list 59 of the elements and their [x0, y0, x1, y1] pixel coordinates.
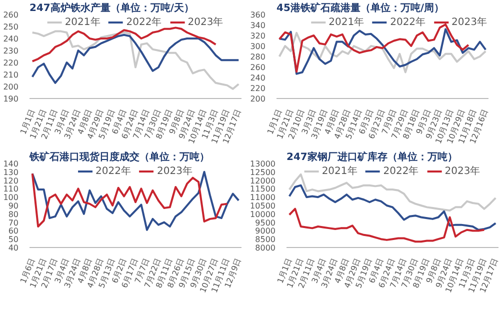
legend-label: 2023年 — [452, 16, 487, 29]
y-tick-label: 320 — [250, 32, 266, 40]
chart-title: 铁矿石港口现货日度成交（单位：万吨） — [28, 151, 210, 163]
legend-label: 2022年 — [126, 16, 162, 29]
y-tick-label: 50 — [8, 235, 19, 244]
y-tick-label: 11500 — [250, 184, 276, 194]
y-tick-label: 11000 — [250, 193, 276, 202]
line-series — [31, 34, 240, 84]
line-series — [31, 26, 217, 62]
line-series — [288, 184, 497, 231]
legend-label: 2022年 — [96, 165, 131, 178]
y-tick-label: 8500 — [255, 235, 276, 244]
legend-label: 2021年 — [328, 16, 364, 29]
y-tick-label: 8000 — [255, 244, 276, 252]
y-tick-label: 280 — [250, 52, 266, 62]
y-tick-label: 260 — [3, 10, 19, 20]
chart-title: 247家钢厂进口矿库存（单位：万吨） — [286, 151, 458, 163]
y-tick-label: 190 — [3, 94, 19, 104]
y-tick-label: 70 — [8, 218, 19, 228]
y-tick-label: 140 — [3, 160, 19, 168]
y-tick-label: 340 — [250, 21, 266, 30]
legend-label: 2023年 — [444, 165, 480, 178]
y-tick-label: 200 — [3, 82, 19, 92]
chart-title: 247高炉铁水产量（单位：万吨/天） — [30, 2, 194, 14]
y-tick-label: 13000 — [250, 160, 276, 168]
y-tick-label: 220 — [250, 84, 266, 93]
y-tick-label: 200 — [250, 94, 266, 104]
chart-title: 45港铁矿石疏港量（单位：万吨/周） — [276, 2, 444, 14]
legend-label: 2021年 — [322, 165, 358, 178]
legend-label: 2021年 — [64, 16, 100, 29]
y-tick-label: 260 — [250, 63, 266, 72]
y-tick-label: 9000 — [255, 226, 276, 236]
y-tick-label: 300 — [250, 42, 266, 51]
y-tick-label: 40 — [8, 244, 19, 252]
y-tick-label: 10500 — [250, 202, 276, 210]
line-series — [31, 30, 240, 90]
y-tick-label: 110 — [3, 184, 19, 194]
y-tick-label: 120 — [3, 176, 19, 186]
y-tick-label: 130 — [3, 168, 19, 177]
y-tick-label: 12000 — [250, 176, 276, 186]
y-tick-label: 240 — [3, 34, 19, 44]
y-tick-label: 230 — [3, 46, 19, 56]
y-tick-label: 10000 — [250, 210, 276, 219]
legend-label: 2022年 — [390, 16, 426, 29]
y-tick-label: 210 — [3, 70, 19, 80]
y-tick-label: 220 — [3, 58, 19, 68]
y-tick-label: 100 — [3, 193, 19, 202]
y-tick-label: 360 — [250, 10, 266, 20]
y-tick-label: 12500 — [250, 168, 276, 177]
y-tick-label: 90 — [8, 202, 19, 210]
line-series — [288, 208, 486, 243]
y-tick-label: 9500 — [255, 218, 276, 228]
y-tick-label: 240 — [250, 74, 266, 82]
y-tick-label: 80 — [8, 210, 19, 219]
legend-label: 2023年 — [188, 16, 224, 29]
legend-label: 2022年 — [383, 165, 419, 178]
legend-label: 2023年 — [157, 165, 192, 178]
y-tick-label: 250 — [3, 22, 19, 32]
y-tick-label: 60 — [8, 226, 19, 236]
